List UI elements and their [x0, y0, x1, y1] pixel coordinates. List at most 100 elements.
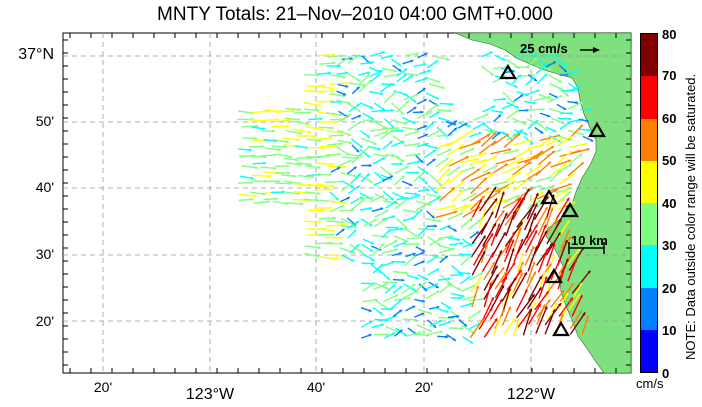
- current-vector-head: [515, 109, 520, 113]
- current-vector: [568, 246, 585, 271]
- current-vector-head: [471, 166, 475, 170]
- current-vector-head: [333, 216, 336, 220]
- current-vector-head: [350, 184, 354, 188]
- current-vector-head: [524, 289, 528, 293]
- current-vector-head: [497, 223, 501, 227]
- current-vector: [305, 125, 325, 131]
- current-vector-head: [340, 205, 344, 208]
- current-vector-head: [558, 169, 562, 174]
- current-vector: [391, 102, 405, 116]
- current-vector-head: [508, 148, 512, 152]
- current-vector-head: [515, 207, 519, 211]
- colorbar-segment: [641, 118, 657, 161]
- current-vector-head: [544, 306, 548, 310]
- current-vector-head: [520, 261, 524, 265]
- current-vector-head: [370, 116, 374, 120]
- current-vector-head: [465, 156, 469, 160]
- current-vector: [491, 181, 509, 187]
- current-vector: [315, 162, 334, 165]
- current-vector-head: [537, 304, 541, 308]
- current-vector: [560, 229, 571, 249]
- current-vector-head: [250, 181, 254, 185]
- current-vector-head: [392, 215, 396, 219]
- current-vector: [293, 190, 313, 195]
- current-vector-head: [262, 192, 266, 196]
- current-vector-head: [370, 196, 374, 200]
- current-vector-head: [561, 290, 565, 294]
- current-vector-head: [460, 189, 464, 193]
- current-vector-head: [487, 171, 491, 175]
- current-vector-head: [523, 121, 527, 125]
- current-vector-head: [526, 188, 530, 192]
- current-vector-head: [316, 198, 320, 203]
- current-vector-head: [428, 328, 432, 332]
- current-vector: [544, 218, 558, 236]
- current-vector-head: [518, 227, 522, 231]
- current-vector-head: [341, 228, 345, 232]
- current-vector-head: [540, 130, 544, 134]
- current-vector-head: [380, 207, 384, 211]
- current-vector-head: [533, 212, 537, 216]
- current-vector-head: [434, 224, 438, 228]
- current-vector-head: [531, 73, 535, 77]
- current-vector: [556, 135, 572, 147]
- current-vector-head: [373, 219, 377, 223]
- current-vector-head: [454, 210, 458, 214]
- current-vector: [460, 168, 481, 182]
- current-vector-head: [541, 107, 545, 111]
- current-vector-head: [435, 268, 440, 272]
- current-vector-head: [359, 249, 363, 253]
- current-vector-head: [540, 192, 544, 195]
- current-vector-head: [289, 155, 293, 159]
- current-vector-head: [477, 310, 481, 314]
- current-vector: [483, 282, 492, 308]
- current-vector-head: [520, 238, 524, 243]
- current-vector-head: [417, 160, 421, 164]
- current-vector-head: [436, 196, 441, 200]
- current-vector-head: [478, 131, 482, 135]
- current-vector: [544, 309, 556, 335]
- current-vector: [538, 271, 546, 290]
- current-vector-head: [354, 225, 358, 229]
- current-vector-head: [340, 220, 344, 224]
- current-vector-head: [522, 196, 525, 201]
- current-vector: [501, 262, 516, 283]
- current-vector-head: [479, 272, 483, 276]
- current-vector: [238, 193, 257, 197]
- current-vector: [483, 261, 496, 281]
- current-vector: [470, 171, 491, 182]
- current-vector-head: [317, 246, 321, 250]
- current-vector-head: [482, 163, 486, 167]
- current-vector-head: [309, 162, 313, 166]
- current-vector-head: [586, 147, 590, 152]
- current-vector-head: [549, 67, 553, 71]
- current-vector-head: [421, 249, 426, 252]
- current-vector: [549, 169, 563, 183]
- current-vector-head: [494, 318, 498, 322]
- current-vector-head: [321, 127, 325, 131]
- current-vector-head: [427, 69, 431, 73]
- colorbar: [640, 33, 658, 373]
- current-vector-head: [542, 304, 546, 308]
- current-vector-head: [399, 286, 403, 289]
- current-vector: [494, 271, 508, 290]
- current-vector: [314, 137, 333, 141]
- current-vector-head: [567, 191, 571, 195]
- current-vector-head: [589, 108, 593, 112]
- current-vector-head: [566, 220, 570, 224]
- current-vector-head: [535, 156, 539, 160]
- current-vector-head: [446, 119, 450, 123]
- current-vector-head: [438, 219, 442, 223]
- current-vector-head: [369, 206, 372, 211]
- current-vector-head: [437, 242, 441, 246]
- current-vector-head: [490, 72, 494, 76]
- current-vector-head: [447, 305, 452, 309]
- current-vector-head: [366, 74, 370, 78]
- current-vector-head: [366, 134, 370, 138]
- current-vector-head: [452, 337, 456, 341]
- current-vector-head: [482, 235, 486, 239]
- current-vector: [472, 244, 486, 266]
- current-vector-head: [491, 261, 495, 265]
- current-vector-head: [590, 138, 594, 142]
- current-vector-head: [424, 77, 428, 81]
